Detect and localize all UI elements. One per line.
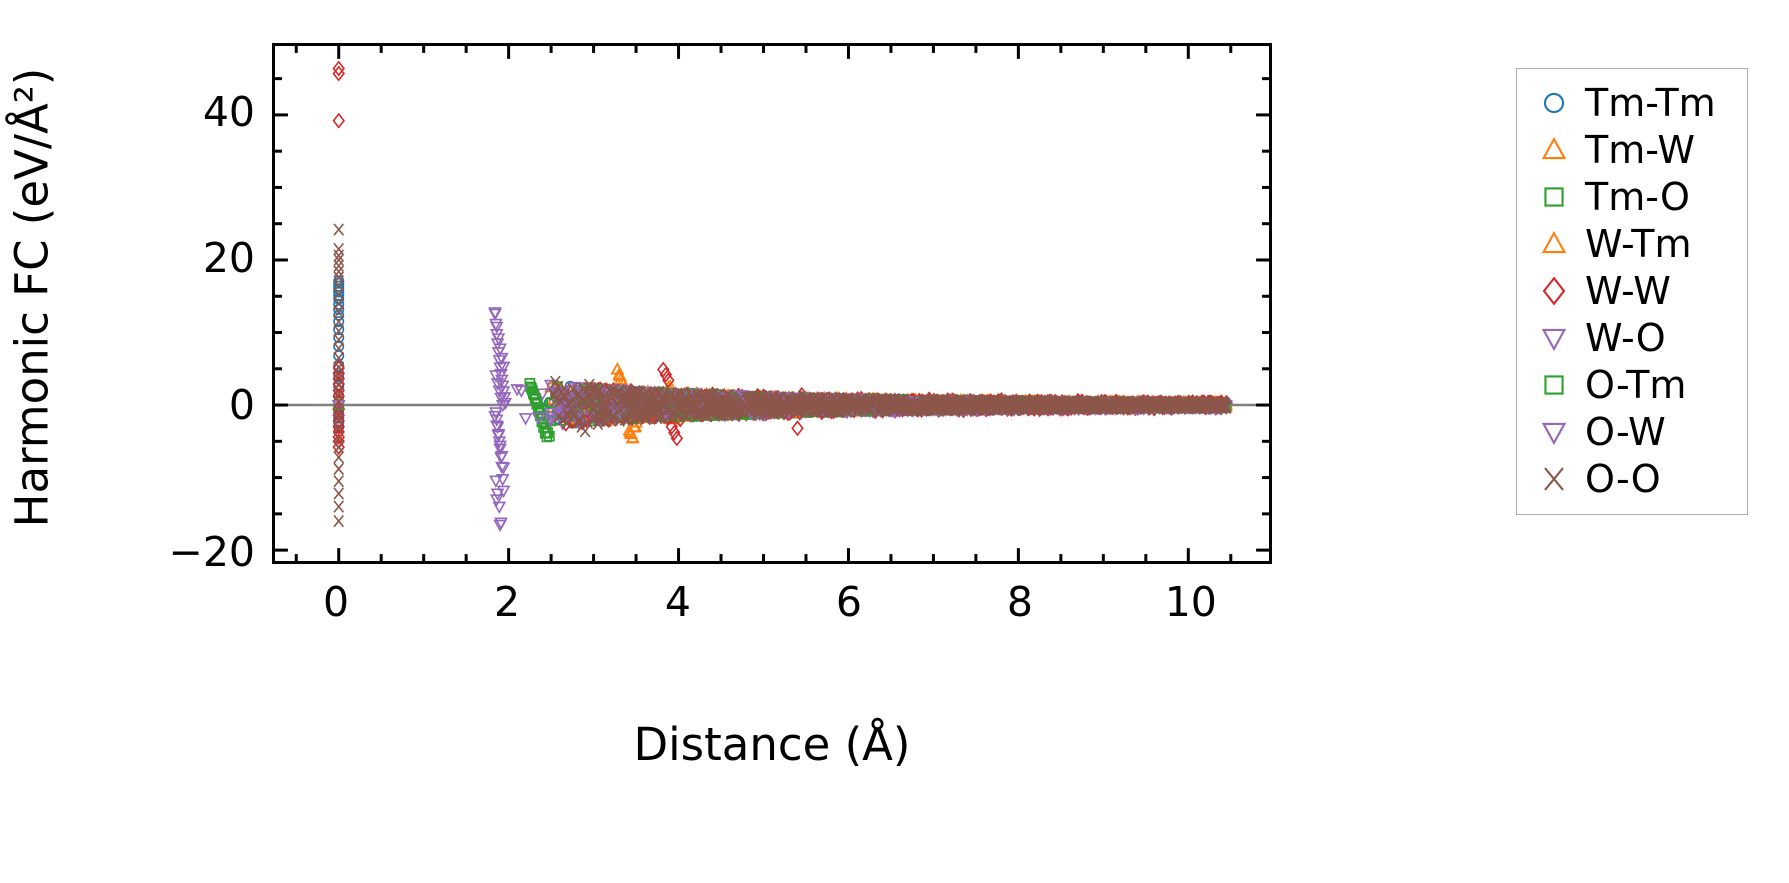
data-point xyxy=(494,502,505,512)
data-point xyxy=(334,300,343,309)
data-point xyxy=(333,409,343,422)
data-point xyxy=(498,362,509,372)
data-point xyxy=(630,421,641,431)
data-point xyxy=(490,371,501,381)
data-point xyxy=(534,406,543,415)
data-point xyxy=(334,287,343,296)
data-point xyxy=(333,361,343,374)
y-tick-label: 20 xyxy=(202,234,255,283)
data-point xyxy=(493,334,504,344)
data-point xyxy=(516,386,527,396)
data-point xyxy=(334,325,343,334)
y-tick-label: 0 xyxy=(228,381,255,430)
data-point xyxy=(497,401,508,411)
data-point xyxy=(661,368,671,381)
data-point xyxy=(490,408,501,418)
data-point xyxy=(627,432,638,442)
data-point xyxy=(667,420,677,433)
data-point xyxy=(520,414,531,424)
data-point xyxy=(333,440,343,453)
data-point xyxy=(498,463,509,473)
data-point xyxy=(658,363,668,376)
data-point xyxy=(490,476,501,486)
series-o-w xyxy=(333,309,1229,528)
data-point xyxy=(490,309,501,319)
data-point xyxy=(672,432,682,445)
y-axis-tick-labels: −20 0 20 40 xyxy=(95,43,255,572)
data-point xyxy=(333,62,343,75)
data-point xyxy=(500,399,511,409)
data-point xyxy=(493,431,504,441)
data-point xyxy=(490,412,501,422)
y-axis-title: Harmonic FC (eV/Å²) xyxy=(5,67,59,528)
data-point xyxy=(498,486,509,496)
series-w-o xyxy=(333,308,1231,530)
data-point xyxy=(496,370,507,380)
data-point xyxy=(792,422,802,435)
data-point xyxy=(495,441,506,451)
data-point xyxy=(491,495,502,505)
y-tick-label: 40 xyxy=(202,87,255,136)
data-point xyxy=(491,323,502,333)
data-point xyxy=(494,356,505,366)
data-point xyxy=(669,426,679,439)
data-point xyxy=(533,413,544,423)
y-axis-title-container: Harmonic FC (eV/Å²) xyxy=(6,43,80,564)
data-point xyxy=(333,114,343,127)
plot-area xyxy=(272,43,1272,564)
data-point xyxy=(542,433,551,442)
data-point xyxy=(494,386,505,396)
data-point xyxy=(496,518,507,528)
data-point xyxy=(663,374,673,387)
data-point xyxy=(496,354,507,364)
data-point xyxy=(492,379,503,389)
y-tick-label: −20 xyxy=(168,527,255,576)
data-point xyxy=(496,375,507,385)
data-point xyxy=(530,394,539,403)
data-point xyxy=(334,317,343,326)
data-point xyxy=(495,444,506,454)
data-point xyxy=(532,400,541,409)
data-point xyxy=(512,385,523,395)
data-point xyxy=(496,452,507,462)
data-point xyxy=(333,67,343,80)
scatter-canvas xyxy=(275,46,1269,561)
data-point xyxy=(334,310,343,319)
data-point xyxy=(491,421,502,431)
data-point xyxy=(541,429,550,438)
data-point xyxy=(495,344,506,354)
data-point xyxy=(496,394,507,404)
data-point xyxy=(492,489,503,499)
